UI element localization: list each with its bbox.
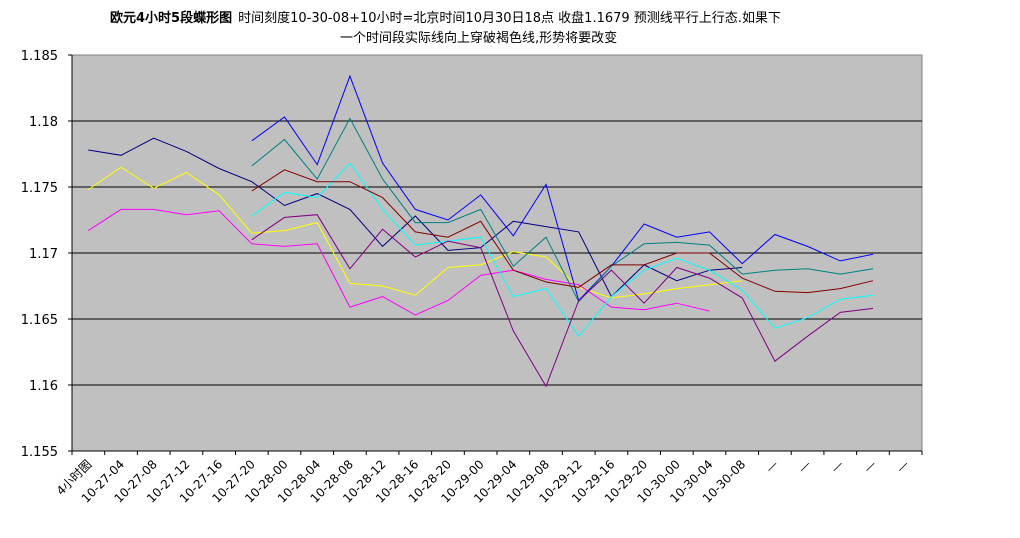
grid-lines bbox=[72, 120, 922, 386]
x-tick-label: — bbox=[861, 457, 879, 475]
series-lines bbox=[88, 74, 874, 388]
x-tick-label: — bbox=[828, 457, 846, 475]
x-tick-label: — bbox=[763, 457, 781, 475]
y-tick-label: 1.18 bbox=[29, 115, 58, 130]
y-tick-label: 1.175 bbox=[21, 181, 58, 196]
y-tick-label: 1.16 bbox=[29, 379, 58, 394]
series-line-7 bbox=[251, 169, 874, 294]
y-tick-label: 1.17 bbox=[29, 247, 58, 262]
y-axis-ticks: 1.155 1.16 1.165 1.17 1.175 1.18 1.185 bbox=[21, 49, 72, 460]
chart-title-text: 时间刻度10-30-08+10小时=北京时间10月30日18点 收盘1.1679… bbox=[238, 10, 781, 26]
x-axis-ticks: 4小时图10-27-0410-27-0810-27-1210-27-1610-2… bbox=[54, 451, 923, 506]
series-line-1 bbox=[88, 137, 743, 298]
series-line-6 bbox=[251, 162, 874, 338]
series-line-5 bbox=[251, 117, 874, 303]
x-tick-label: — bbox=[795, 457, 813, 475]
chart-title-line1: 欧元4小时5段蝶形图 时间刻度10-30-08+10小时=北京时间10月30日18… bbox=[110, 10, 781, 26]
series-line-8 bbox=[251, 214, 874, 388]
series-line-4 bbox=[251, 74, 874, 302]
chart-title-bold: 欧元4小时5段蝶形图 bbox=[110, 10, 232, 26]
y-tick-label: 1.155 bbox=[21, 445, 58, 460]
y-tick-label: 1.185 bbox=[21, 49, 58, 64]
x-tick-label: — bbox=[893, 457, 911, 475]
y-tick-label: 1.165 bbox=[21, 313, 58, 328]
series-line-2 bbox=[88, 166, 743, 299]
chart-title-line2: 一个时间段实际线向上穿破褐色线,形势将要改变 bbox=[340, 30, 617, 46]
